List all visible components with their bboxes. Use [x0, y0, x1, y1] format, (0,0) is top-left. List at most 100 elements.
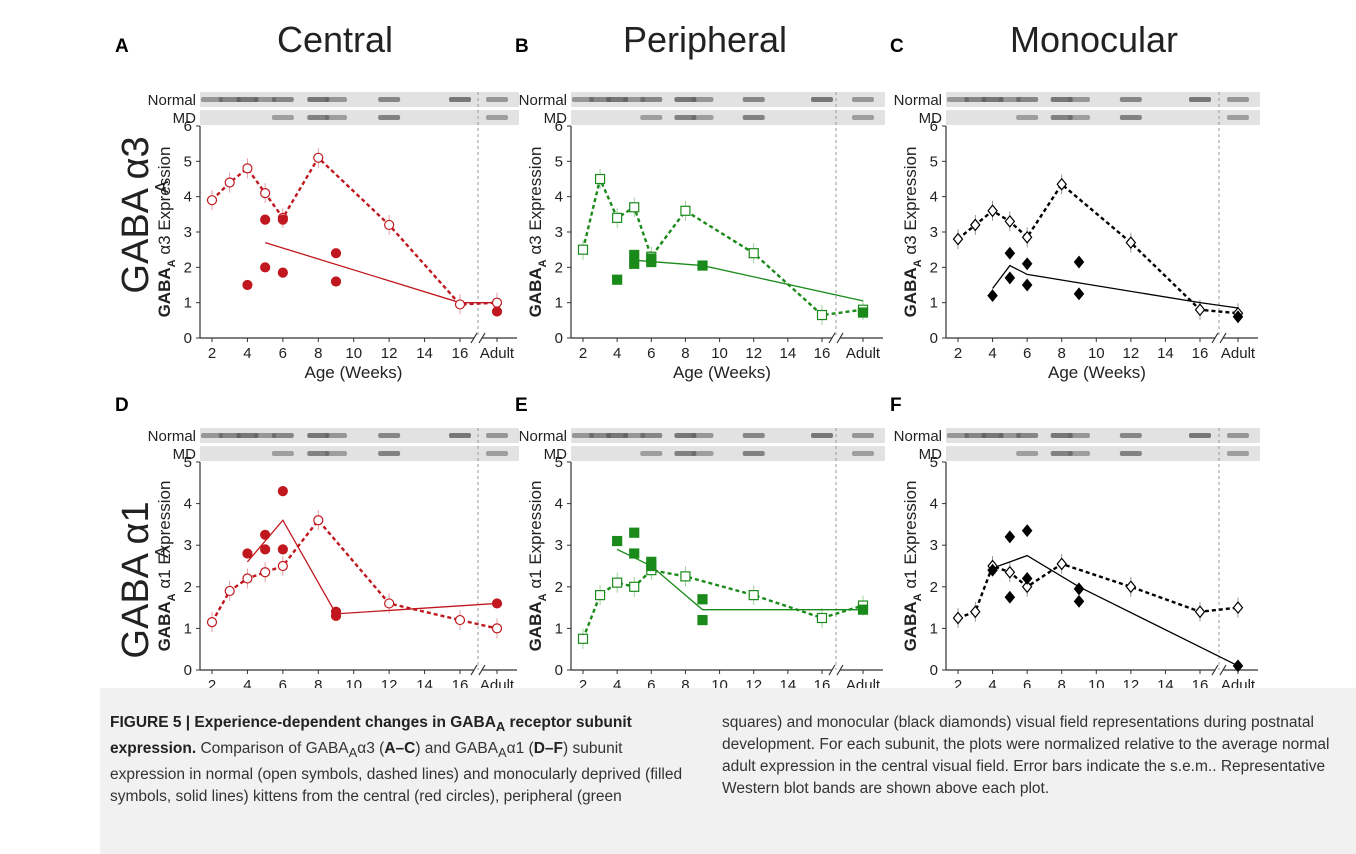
blot-band-normal — [1050, 97, 1073, 102]
md-data-point — [1073, 582, 1085, 596]
md-fit-line — [246, 519, 498, 615]
x-tick-label: 2 — [954, 677, 962, 690]
md-data-point — [1021, 572, 1033, 585]
x-tick-label: 8 — [681, 677, 689, 690]
y-label-part: α3 Expression — [901, 147, 920, 260]
normal-data-point — [224, 177, 235, 188]
normal-data-point — [748, 590, 759, 601]
normal-data-point — [491, 297, 503, 308]
blot-band-md — [486, 451, 508, 456]
md-fit-line — [992, 554, 1239, 667]
blot-strip-normal — [946, 92, 1260, 107]
blot-band-normal — [325, 97, 347, 102]
x-tick-label: 2 — [579, 677, 587, 690]
md-data-point — [1021, 524, 1033, 538]
normal-data-point — [748, 248, 759, 259]
normal-data-point — [629, 202, 640, 213]
y-axis-label-text: GABAA α1 Expression — [155, 481, 178, 652]
axis-break-icon — [1211, 332, 1227, 344]
blot-band-normal — [691, 97, 714, 102]
blot-band-normal — [449, 433, 471, 438]
x-tick-label: 4 — [988, 345, 996, 362]
y-label-sub: A — [166, 593, 178, 601]
normal-data-point — [260, 567, 271, 578]
x-tick-label: 14 — [780, 345, 797, 362]
y-tick-label: 4 — [555, 189, 563, 206]
normal-data-point — [970, 605, 981, 619]
blot-band-normal — [623, 433, 646, 438]
axis-break-icon — [828, 664, 844, 676]
caption-box — [100, 688, 1356, 854]
y-tick-label: 3 — [555, 537, 563, 554]
blot-band-md — [640, 115, 663, 120]
normal-data-point — [952, 232, 964, 246]
normal-data-point — [1021, 580, 1033, 594]
blot-band-md — [1068, 115, 1090, 120]
md-data-point — [646, 256, 657, 268]
normal-data-point — [454, 299, 466, 310]
x-tick-label: 6 — [647, 677, 655, 690]
x-tick-label: Adult — [480, 677, 515, 690]
panel-E: NormalMD012345246810121416AdultAge (Week… — [519, 428, 885, 690]
figure-panels: A Central B Peripheral C Monocular D E F… — [115, 19, 1260, 690]
x-tick-label: 12 — [745, 677, 762, 690]
normal-data-point — [629, 581, 640, 592]
md-data-point — [260, 529, 271, 540]
blot-band-md — [1016, 451, 1039, 456]
md-data-point — [987, 289, 998, 303]
md-data-point — [277, 544, 288, 555]
y-label-part: GABA — [155, 267, 174, 317]
normal-data-point — [1125, 236, 1137, 250]
normal-data-point — [612, 577, 623, 588]
y-tick-label: 0 — [555, 330, 563, 347]
blot-band-normal — [589, 97, 612, 102]
y-axis-label-text: GABAA α3 Expression — [901, 147, 924, 318]
normal-data-point — [1056, 557, 1067, 571]
normal-series-line — [957, 182, 1239, 315]
x-tick-label: 8 — [314, 345, 322, 362]
blot-band-normal — [964, 97, 987, 102]
blot-band-normal — [201, 433, 223, 438]
blot-band-normal — [307, 433, 330, 438]
blot-band-normal — [1119, 433, 1142, 438]
blot-band-md — [1016, 115, 1039, 120]
normal-data-point — [384, 598, 395, 609]
x-tick-label: 10 — [711, 345, 728, 362]
caption-title: FIGURE 5 | Experience-dependent changes … — [110, 714, 496, 731]
y-tick-label: 3 — [930, 537, 938, 554]
md-data-point — [1004, 530, 1016, 544]
blot-band-normal — [742, 97, 765, 102]
blot-band-normal — [606, 433, 629, 438]
y-tick-label: 2 — [930, 579, 938, 596]
normal-data-point — [277, 560, 288, 572]
x-tick-label: Adult — [480, 345, 515, 362]
y-label-sub: A — [166, 259, 178, 267]
blot-band-normal — [674, 97, 697, 102]
y-tick-label: 0 — [930, 662, 938, 679]
x-tick-label: 2 — [579, 345, 587, 362]
caption-title-end: receptor subunit expression. — [110, 714, 632, 758]
blot-label-normal: Normal — [519, 92, 567, 109]
md-data-point — [491, 598, 503, 609]
md-data-point — [491, 306, 503, 317]
x-tick-label: 12 — [381, 677, 398, 690]
normal-data-point — [577, 633, 589, 644]
y-label-part: α1 Expression — [155, 481, 174, 594]
blot-band-normal — [271, 433, 294, 438]
panel-letter-E: E — [515, 395, 528, 416]
y-label-sub: A — [912, 593, 924, 601]
x-tick-label: 4 — [243, 345, 251, 362]
md-data-point — [1073, 287, 1085, 301]
caption-body-3: ) and GABA — [415, 740, 499, 758]
md-data-point — [857, 604, 869, 615]
normal-data-point — [491, 623, 503, 634]
blot-band-md — [271, 451, 294, 456]
y-tick-label: 6 — [930, 118, 938, 135]
x-tick-label: Adult — [846, 345, 881, 362]
x-tick-label: 8 — [1058, 345, 1066, 362]
column-title: Central — [277, 19, 393, 60]
y-tick-label: 1 — [184, 295, 192, 312]
y-tick-label: 1 — [930, 295, 938, 312]
x-tick-label: 14 — [416, 345, 433, 362]
